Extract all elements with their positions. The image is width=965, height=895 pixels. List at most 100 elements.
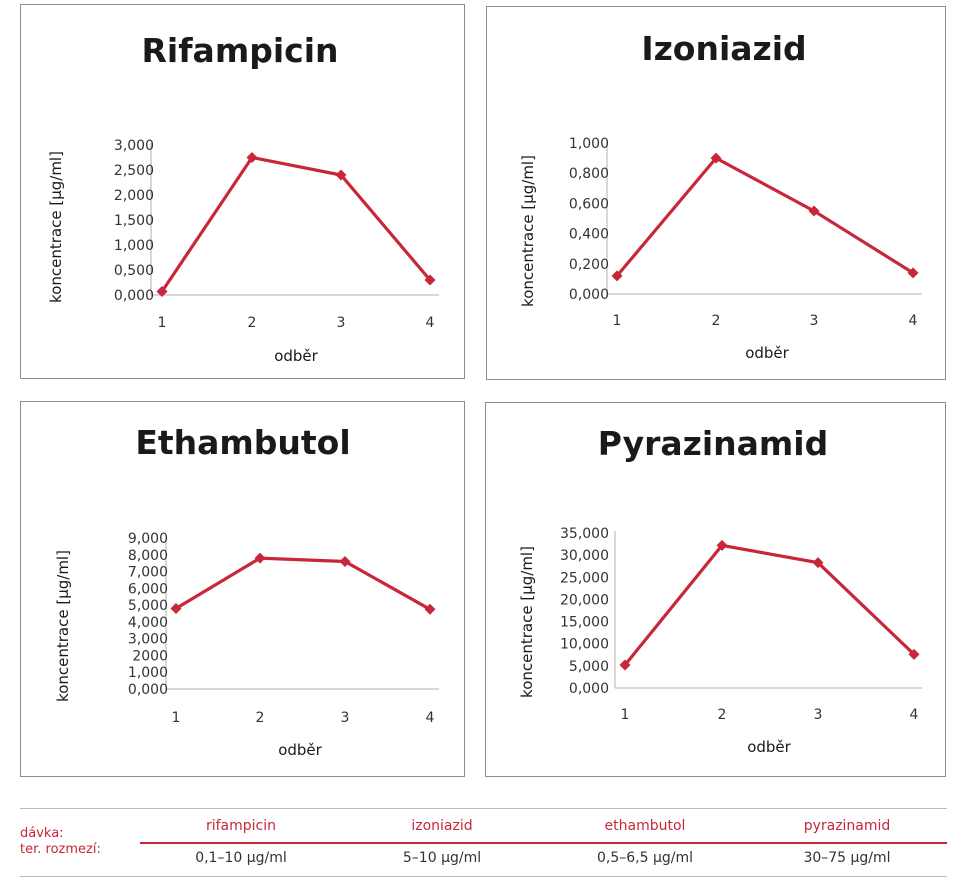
chart-izoniazid: Izoniazid 0,000 0,200 0,400 0,600 0,800 1,000 1…	[519, 29, 922, 362]
dose-label-line1: dávka:	[20, 826, 64, 841]
series-line	[623, 543, 916, 666]
data-point-marker	[170, 602, 182, 614]
data-point-marker	[812, 557, 824, 569]
x-tick-label: 1	[621, 707, 630, 723]
series-line	[175, 556, 431, 611]
data-point-marker	[339, 555, 351, 567]
series-line	[160, 155, 432, 293]
table-top-rule	[20, 808, 947, 809]
y-tick-label: 0,800	[569, 166, 609, 182]
y-tick-label: 3,000	[114, 138, 154, 154]
y-tick-label: 1,000	[569, 136, 609, 152]
chart-title: Ethambutol	[135, 423, 350, 462]
y-tick-label: 4,000	[128, 615, 168, 631]
x-tick-label: 3	[814, 707, 823, 723]
x-axis-label: odběr	[747, 738, 791, 756]
x-tick-label: 2	[256, 710, 265, 726]
y-axis-label: koncentrace [µg/ml]	[518, 546, 536, 698]
x-axis-label: odběr	[278, 741, 322, 759]
y-tick-label: 0,600	[569, 196, 609, 212]
table-header-rule	[140, 842, 947, 844]
data-point-marker	[710, 152, 722, 164]
chart-rifampicin: Rifampicin 0,000 0,500 1,000 1,500 2,000 2,500…	[47, 31, 439, 365]
data-point-marker	[254, 552, 266, 564]
data-point-marker	[716, 539, 728, 551]
y-tick-label: 0,000	[114, 288, 154, 304]
x-tick-label: 2	[718, 707, 727, 723]
y-tick-label: 0,400	[569, 227, 609, 243]
dose-range-izoniazid: 5–10 µg/ml	[402, 850, 482, 866]
y-axis-label: koncentrace [µg/ml]	[519, 155, 537, 307]
y-tick-label: 3,000	[128, 632, 168, 648]
data-point-marker	[424, 274, 436, 286]
y-tick-label: 0,000	[569, 287, 609, 303]
y-tick-label: 25,000	[560, 570, 609, 586]
data-point-marker	[156, 286, 168, 297]
data-point-marker	[424, 603, 436, 615]
y-tick-label: 10,000	[560, 637, 609, 653]
x-tick-label: 4	[909, 313, 918, 329]
y-axis-label: koncentrace [µg/ml]	[47, 151, 65, 303]
y-tick-label: 5,000	[569, 659, 609, 675]
y-tick-label: 30,000	[560, 548, 609, 564]
x-tick-label: 1	[172, 710, 181, 726]
y-tick-label: 0,500	[114, 263, 154, 279]
dose-header-rifampicin: rifampicin	[205, 818, 277, 834]
y-tick-label: 0,000	[569, 681, 609, 697]
dose-header-pyrazinamid: pyrazinamid	[803, 818, 891, 834]
y-tick-label: 2000	[132, 648, 168, 664]
y-tick-label: 35,000	[560, 526, 609, 542]
dose-range-ethambutol: 0,5–6,5 µg/ml	[596, 850, 694, 866]
y-tick-label: 0,000	[128, 682, 168, 698]
y-axis-label: koncentrace [µg/ml]	[54, 550, 72, 702]
dose-range-pyrazinamid: 30–75 µg/ml	[803, 850, 891, 866]
y-tick-label: 0,200	[569, 257, 609, 273]
dose-header-ethambutol: ethambutol	[604, 818, 686, 834]
y-tick-label: 5,000	[128, 598, 168, 614]
data-point-marker	[808, 205, 820, 217]
y-tick-label: 2,000	[114, 188, 154, 204]
y-tick-label: 6,000	[128, 581, 168, 597]
x-tick-label: 4	[910, 707, 919, 723]
y-tick-label: 9,000	[128, 531, 168, 547]
y-tick-label: 1,000	[128, 665, 168, 681]
table-bottom-rule	[20, 876, 947, 877]
x-tick-label: 4	[426, 315, 435, 331]
y-tick-label: 2,500	[114, 163, 154, 179]
dose-label: dávka: ter. rozmezí:	[20, 826, 101, 858]
y-tick-label: 1,000	[114, 238, 154, 254]
chart-title: Pyrazinamid	[598, 424, 828, 463]
chart-title: Izoniazid	[641, 29, 806, 68]
chart-panel-pyrazinamid: Pyrazinamid 0,000 5,000 10,000 15,000 20,000 2…	[485, 402, 946, 777]
series-line	[615, 156, 914, 277]
y-tick-label: 15,000	[560, 615, 609, 631]
dose-range-rifampicin: 0,1–10 µg/ml	[195, 850, 287, 866]
chart-ethambutol: Ethambutol 0,0001,00020003,0004,0005,0006…	[54, 423, 439, 759]
dose-label-line2: ter. rozmezí:	[20, 842, 101, 857]
dose-table: dávka: ter. rozmezí: rifampicin izoniazi…	[0, 800, 965, 895]
x-tick-label: 3	[341, 710, 350, 726]
data-point-marker	[619, 659, 631, 671]
x-tick-label: 4	[426, 710, 435, 726]
x-tick-label: 2	[712, 313, 721, 329]
y-tick-label: 20,000	[560, 592, 609, 608]
data-point-marker	[335, 169, 347, 181]
chart-panel-ethambutol: Ethambutol 0,000 1,000 2000 3,000 4,000 5,000 6…	[20, 401, 465, 777]
x-axis-label: odběr	[274, 347, 318, 365]
chart-title: Rifampicin	[141, 31, 338, 70]
y-tick-label: 1,500	[114, 213, 154, 229]
x-tick-label: 3	[810, 313, 819, 329]
x-tick-label: 3	[337, 315, 346, 331]
x-axis-label: odběr	[745, 344, 789, 362]
chart-panel-izoniazid: Izoniazid 0,000 0,200 0,400 0,600 0,800 1,000 1…	[486, 6, 946, 380]
dose-header-izoniazid: izoniazid	[411, 818, 473, 834]
x-tick-label: 2	[248, 315, 257, 331]
chart-pyrazinamid: Pyrazinamid 0,000 5,000 10,000 15,000 20,000 2…	[518, 424, 922, 756]
data-point-marker	[246, 152, 258, 163]
chart-panel-rifampicin: Rifampicin 0,000 0,500 1,000 1,500 2,000 2,500…	[20, 4, 465, 379]
data-point-marker	[611, 270, 623, 282]
y-tick-label: 7,000	[128, 565, 168, 581]
x-tick-label: 1	[613, 313, 622, 329]
data-point-marker	[907, 267, 919, 279]
y-tick-label: 8,000	[128, 548, 168, 564]
